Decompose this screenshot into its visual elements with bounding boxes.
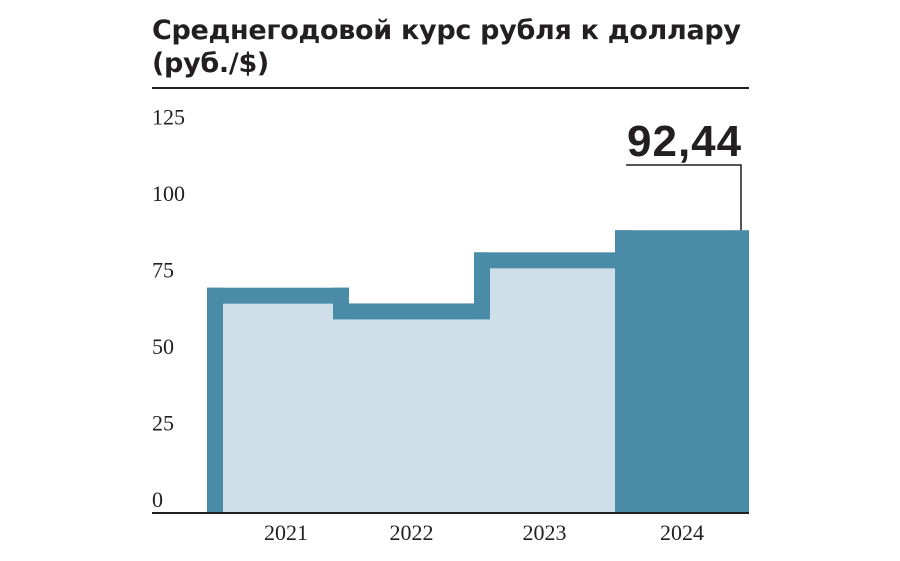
bar-2022 (349, 319, 474, 513)
x-tick-label-2021: 2021 (264, 520, 308, 545)
y-tick-label-50: 50 (152, 334, 174, 359)
y-tick-label-25: 25 (152, 411, 174, 436)
x-tick-label-2024: 2024 (660, 520, 704, 545)
y-tick-label-100: 100 (152, 181, 185, 206)
bar-outline-step-3 (615, 230, 631, 269)
y-axis-ticks: 0 25 50 75 100 125 (152, 105, 185, 512)
callout-leader-line (626, 164, 742, 231)
value-callout: 92,44 (626, 117, 742, 231)
bar-2023 (474, 268, 615, 513)
x-tick-label-2022: 2022 (390, 520, 434, 545)
bar-outline-step-1 (333, 287, 349, 320)
chart-subtitle: (руб./$) (152, 48, 269, 79)
bar-outline-2021 (207, 287, 349, 304)
bar-outline-2022 (349, 303, 474, 320)
y-tick-label-0: 0 (152, 487, 163, 512)
bars (207, 230, 749, 513)
bar-2021 (223, 303, 349, 513)
x-axis-ticks: 2021 2022 2023 2024 (264, 520, 704, 545)
bar-outline-left-edge (207, 287, 223, 513)
chart-title-line: Среднегодовой курс рубля к доллару (152, 15, 741, 46)
callout-value: 92,44 (627, 117, 742, 166)
y-tick-label-75: 75 (152, 258, 174, 283)
y-tick-label-125: 125 (152, 105, 185, 130)
bar-outline-step-2 (474, 252, 490, 320)
bar-2024 (615, 230, 749, 513)
x-tick-label-2023: 2023 (523, 520, 567, 545)
bar-outline-2023 (474, 252, 615, 269)
chart-title: Среднегодовой курс рубля к доллару (руб.… (152, 14, 752, 80)
